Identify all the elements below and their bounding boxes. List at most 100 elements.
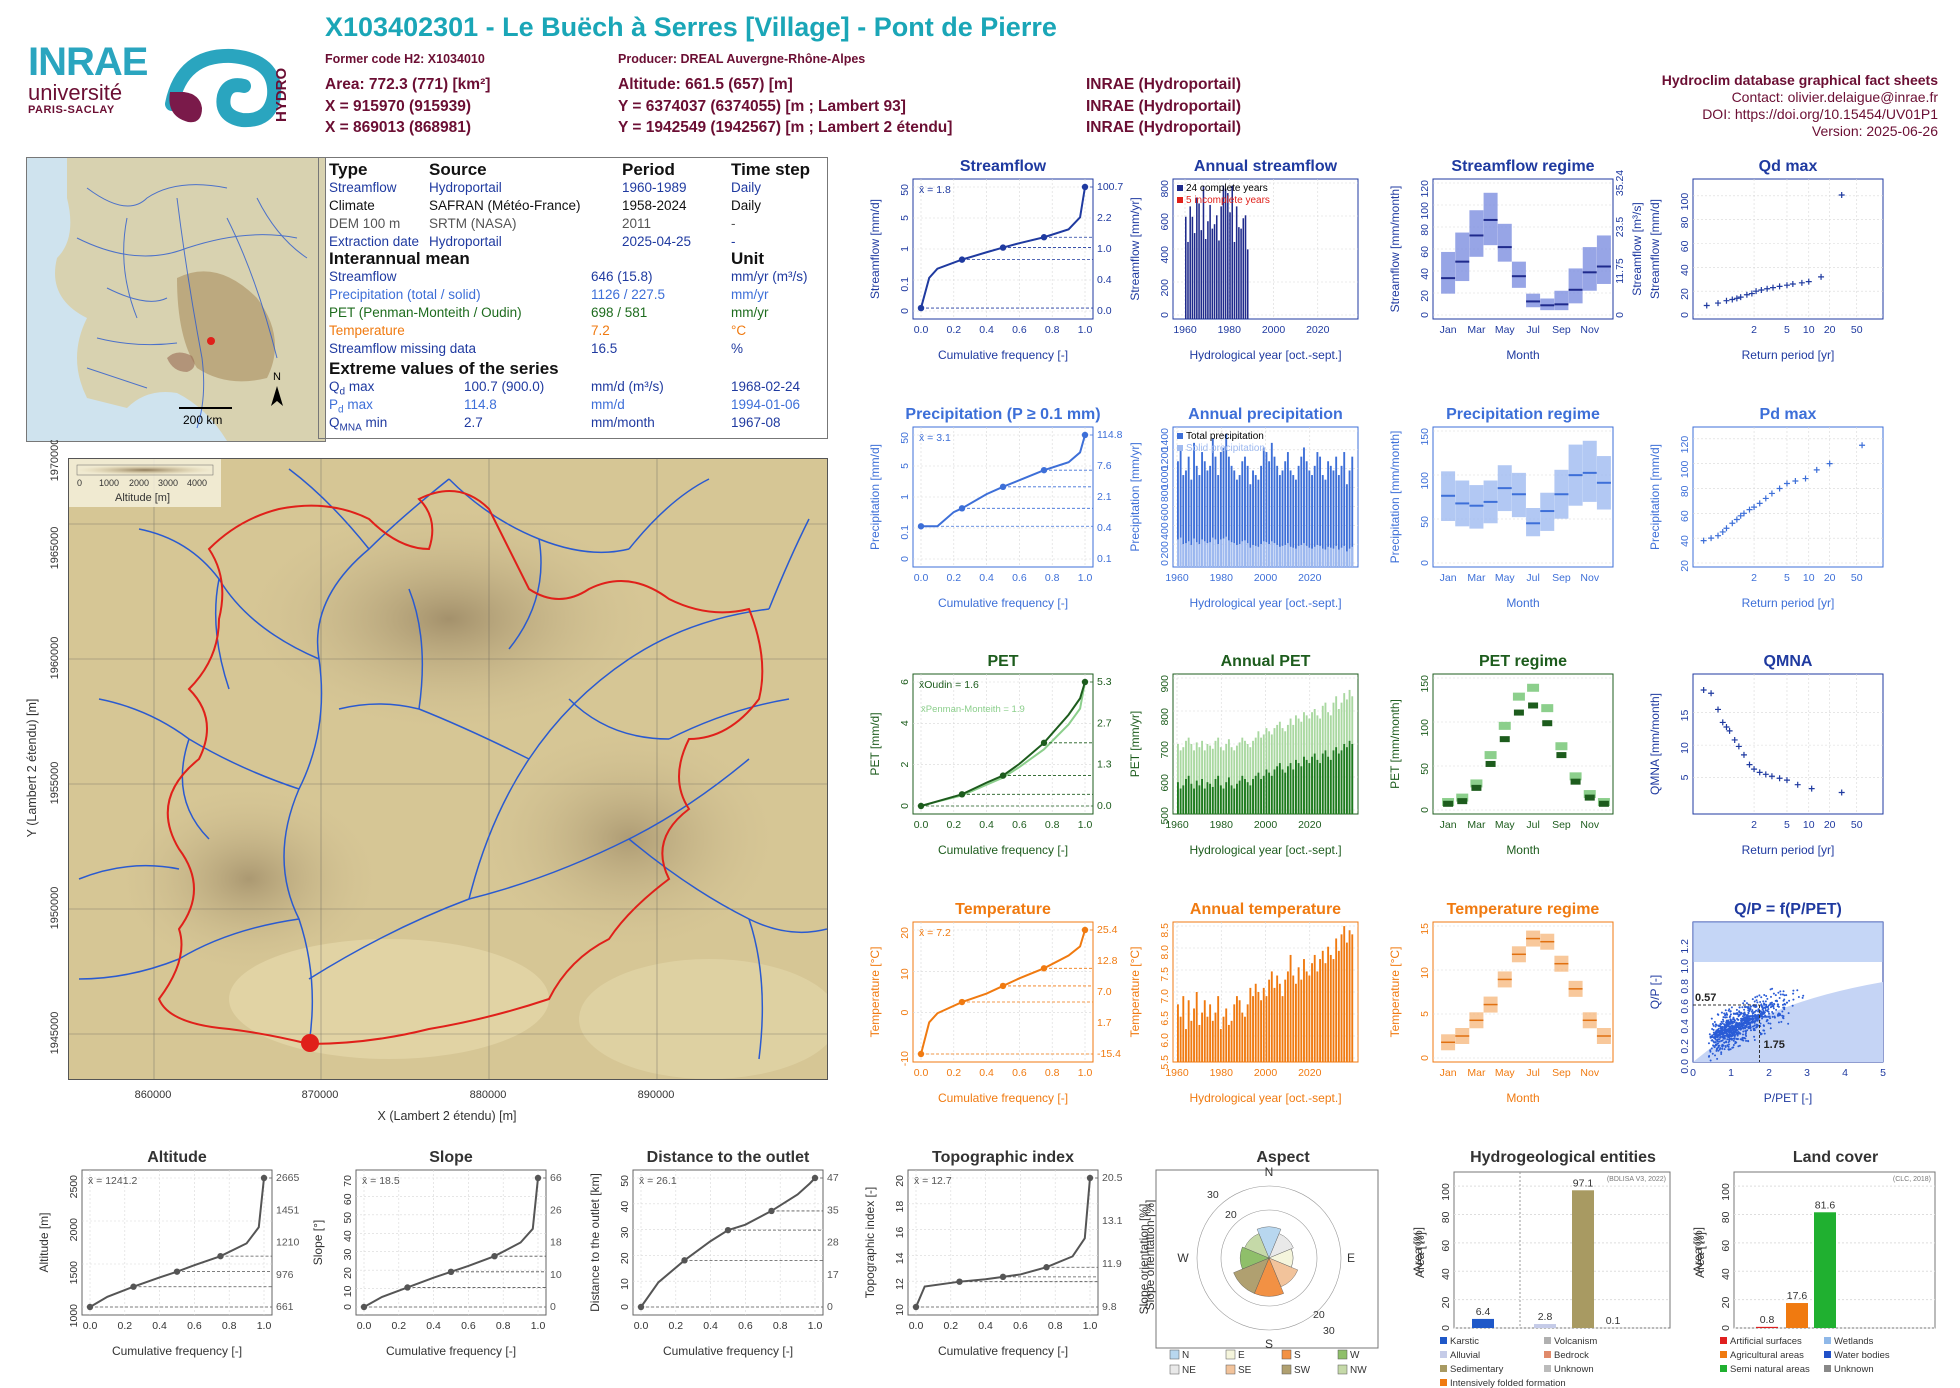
qp-point [1773, 1007, 1775, 1009]
data-point [1715, 300, 1721, 306]
legend-swatch [1177, 445, 1183, 451]
qp-point [1713, 1032, 1715, 1034]
mean-value: 698 / 581 [591, 305, 647, 320]
x-tick-label: Sep [1552, 324, 1571, 336]
y-axis-label: Slope orientation [%] [1137, 1204, 1151, 1315]
x-tick-label: 1.0 [1083, 1320, 1098, 1332]
y-tick-label: 700 [1159, 741, 1171, 759]
mean-label-2: x̄Penman-Monteith = 1.9 [921, 704, 1025, 715]
qp-point [1774, 1017, 1776, 1019]
legend-swatch [1544, 1337, 1551, 1344]
x-axis-label: Cumulative frequency [-] [938, 1344, 1068, 1358]
qp-point [1741, 1021, 1743, 1023]
bar [1346, 747, 1348, 814]
x-axis-label: Month [1506, 1091, 1539, 1105]
bar [1271, 971, 1273, 1062]
y-axis-label: Altitude [m] [37, 1212, 51, 1272]
qp-point [1753, 1036, 1755, 1038]
y-tick-label: 16 [894, 1226, 906, 1238]
bar [1228, 777, 1230, 814]
qp-point [1792, 993, 1794, 995]
qp-point [1739, 1006, 1741, 1008]
bar [1220, 785, 1222, 814]
qp-point [1766, 998, 1768, 1000]
legend-swatch [1226, 1365, 1235, 1374]
qp-point [1716, 1048, 1718, 1050]
regime-box [1599, 801, 1609, 807]
legend-swatch [1720, 1337, 1727, 1344]
extreme-label: Qd max [329, 379, 374, 398]
bar-solid [1268, 544, 1270, 567]
bar [1303, 757, 1305, 814]
legend-entry: NE [1182, 1365, 1196, 1376]
bar [1212, 787, 1214, 814]
bar [1241, 1013, 1243, 1062]
y-axis-label: PET [mm/month] [1388, 699, 1402, 789]
x-tick-label: 2000 [1254, 1067, 1278, 1079]
info-timestep: - [731, 216, 736, 231]
regime-range-box [1597, 235, 1611, 284]
x-tick-label: 2 [1751, 324, 1757, 336]
qp-point [1764, 1016, 1766, 1018]
y-tick-label: 5 [1419, 1011, 1431, 1017]
bar-solid [1255, 546, 1257, 567]
bar-solid [1295, 549, 1297, 567]
info-type: Extraction date [329, 234, 419, 249]
grid [356, 1170, 546, 1315]
regime-box [1556, 752, 1566, 758]
qp-point [1741, 1026, 1743, 1028]
y-axis-label: Streamflow [mm/month] [1388, 186, 1402, 313]
qp-point [1737, 1025, 1739, 1027]
x-tick-label: Jan [1440, 572, 1457, 584]
x-tick-label: 0.0 [357, 1320, 372, 1332]
legend-swatch [1226, 1350, 1235, 1359]
x-tick-label: 0.8 [496, 1320, 511, 1332]
bar [1198, 1025, 1200, 1062]
x-tick-label: 0.4 [152, 1320, 167, 1332]
y-tick-label: 40 [1440, 1268, 1452, 1280]
mean-label: x̄ = 12.7 [914, 1175, 952, 1187]
bar-value: 0.8 [1760, 1314, 1775, 1326]
qp-point [1740, 1029, 1742, 1031]
qp-point [1783, 990, 1785, 992]
x-tick-label: 2 [1751, 819, 1757, 831]
x-tick-label: 0.6 [1012, 1067, 1027, 1079]
bar-solid [1241, 541, 1243, 567]
bar-solid [1266, 542, 1268, 567]
chart-title: Altitude [147, 1149, 207, 1166]
data-point [1769, 773, 1775, 779]
bar-solid [1188, 541, 1190, 567]
data-point [1859, 442, 1865, 448]
qp-point [1758, 994, 1760, 996]
bar [1308, 763, 1310, 814]
x-tick-label: 1.0 [1078, 1067, 1093, 1079]
bar [1279, 763, 1281, 814]
qp-point [1776, 1000, 1778, 1002]
x-tick-label: 0.2 [117, 1320, 132, 1332]
bar-solid [1225, 537, 1227, 567]
bar [1223, 1017, 1225, 1062]
hydro-text: HYDRO [273, 67, 290, 122]
qp-point [1759, 1001, 1761, 1003]
qp-point [1782, 994, 1784, 996]
y-tick-label: 1.0 [1679, 959, 1691, 974]
y-tick-label: 100 [1679, 193, 1691, 211]
qp-point [1727, 1034, 1729, 1036]
x-tick-label: 2020 [1298, 572, 1322, 584]
y-tick-label: 0.0 [1679, 1059, 1691, 1074]
bar-solid [1349, 549, 1351, 567]
legend-entry: SW [1294, 1365, 1311, 1376]
data-point [1708, 690, 1714, 696]
qp-point [1729, 1028, 1731, 1030]
right-value-label: 7.0 [1097, 986, 1112, 998]
x-tick-label: 0.6 [1012, 324, 1027, 336]
x-tick-label: Jan [1440, 1067, 1457, 1079]
x-tick-label: 0.8 [1045, 1067, 1060, 1079]
bar-solid [1327, 547, 1329, 567]
x-axis-label: Return period [yr] [1742, 596, 1835, 610]
bar [1266, 769, 1268, 814]
qp-point [1730, 1026, 1732, 1028]
qp-point [1714, 1021, 1716, 1023]
